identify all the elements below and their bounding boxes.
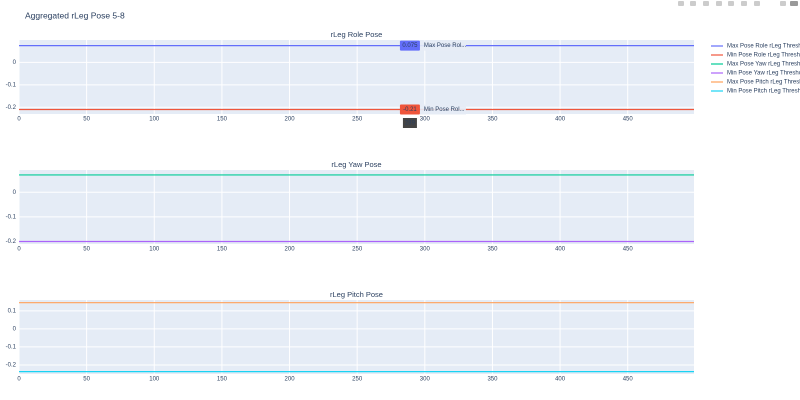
hover-name: Max Pose Rol...	[424, 43, 467, 49]
chart-title: rLeg Yaw Pose	[331, 160, 381, 169]
legend-label: Max Pose Role rLeg Threshold	[727, 44, 800, 50]
x-tick-label: 50	[83, 377, 90, 383]
x-tick-label: 200	[285, 247, 296, 253]
modebar-button[interactable]	[728, 1, 734, 6]
plot-area	[19, 170, 694, 244]
hover-value-box	[399, 104, 420, 115]
modebar-button[interactable]	[780, 1, 786, 6]
x-tick-label: 0	[17, 247, 21, 253]
modebar-button[interactable]	[690, 1, 696, 6]
legend-label: Min Pose Role rLeg Threshold	[727, 53, 800, 59]
x-tick-label: 300	[420, 377, 431, 383]
x-tick-label: 150	[217, 117, 228, 123]
modebar-button[interactable]	[703, 1, 709, 6]
legend-label: Max Pose Pitch rLeg Threshold	[727, 80, 800, 86]
hover-name: Min Pose Rol...	[424, 107, 465, 113]
x-tick-label: 400	[555, 377, 566, 383]
hover-name-box	[419, 104, 466, 115]
x-tick-label: 300	[420, 247, 431, 253]
x-tick-label: 450	[623, 117, 634, 123]
y-tick-label: -0.2	[6, 105, 17, 111]
y-tick-label: -0.2	[6, 239, 17, 245]
x-tick-label: 100	[149, 247, 160, 253]
modebar-button[interactable]	[754, 1, 760, 6]
y-tick-label: 0.1	[8, 308, 17, 314]
plot-area	[19, 300, 694, 374]
x-tick-label: 50	[83, 247, 90, 253]
x-tick-label: 100	[149, 377, 160, 383]
chart-title: rLeg Pitch Pose	[330, 290, 383, 299]
y-tick-label: -0.2	[6, 363, 17, 369]
x-tick-label: 350	[487, 247, 498, 253]
x-tick-label: 350	[487, 117, 498, 123]
y-tick-label: 0	[13, 326, 17, 332]
legend-label: Max Pose Yaw rLeg Threshold	[727, 62, 800, 68]
y-tick-label: 0	[13, 60, 17, 66]
hover-value: -0.21	[403, 107, 417, 113]
hover-x-box	[402, 118, 417, 128]
x-tick-label: 400	[555, 117, 566, 123]
plot-area	[19, 40, 694, 114]
modebar-button[interactable]	[741, 1, 747, 6]
hover-value: 0.075	[402, 43, 418, 49]
page-title: Aggregated rLeg Pose 5-8	[25, 10, 125, 20]
y-tick-label: -0.1	[6, 214, 17, 220]
x-tick-label: 100	[149, 117, 160, 123]
x-tick-label: 450	[623, 377, 634, 383]
modebar-button[interactable]	[790, 1, 798, 6]
legend-label: Min Pose Pitch rLeg Threshold	[727, 89, 800, 95]
x-tick-label: 200	[285, 377, 296, 383]
x-tick-label: 200	[285, 117, 296, 123]
x-tick-label: 350	[487, 377, 498, 383]
x-tick-label: 250	[352, 247, 363, 253]
hover-value-box	[399, 40, 420, 51]
x-tick-label: 150	[217, 247, 228, 253]
hover-name-box	[419, 40, 466, 51]
x-tick-label: 150	[217, 377, 228, 383]
y-tick-label: -0.1	[6, 345, 17, 351]
x-tick-label: 250	[352, 377, 363, 383]
x-tick-label: 0	[17, 117, 21, 123]
x-tick-label: 400	[555, 247, 566, 253]
modebar[interactable]	[678, 1, 798, 6]
x-tick-label: 0	[17, 377, 21, 383]
y-tick-label: 0	[13, 190, 17, 196]
x-tick-label: 450	[623, 247, 634, 253]
hover-x: 289	[405, 121, 416, 127]
legend-label: Min Pose Yaw rLeg Threshold	[727, 71, 800, 77]
chart-title: rLeg Role Pose	[331, 30, 383, 39]
x-tick-label: 300	[420, 117, 431, 123]
x-tick-label: 250	[352, 117, 363, 123]
modebar-button[interactable]	[716, 1, 722, 6]
y-tick-label: -0.1	[6, 82, 17, 88]
x-tick-label: 50	[83, 117, 90, 123]
modebar-button[interactable]	[678, 1, 684, 6]
